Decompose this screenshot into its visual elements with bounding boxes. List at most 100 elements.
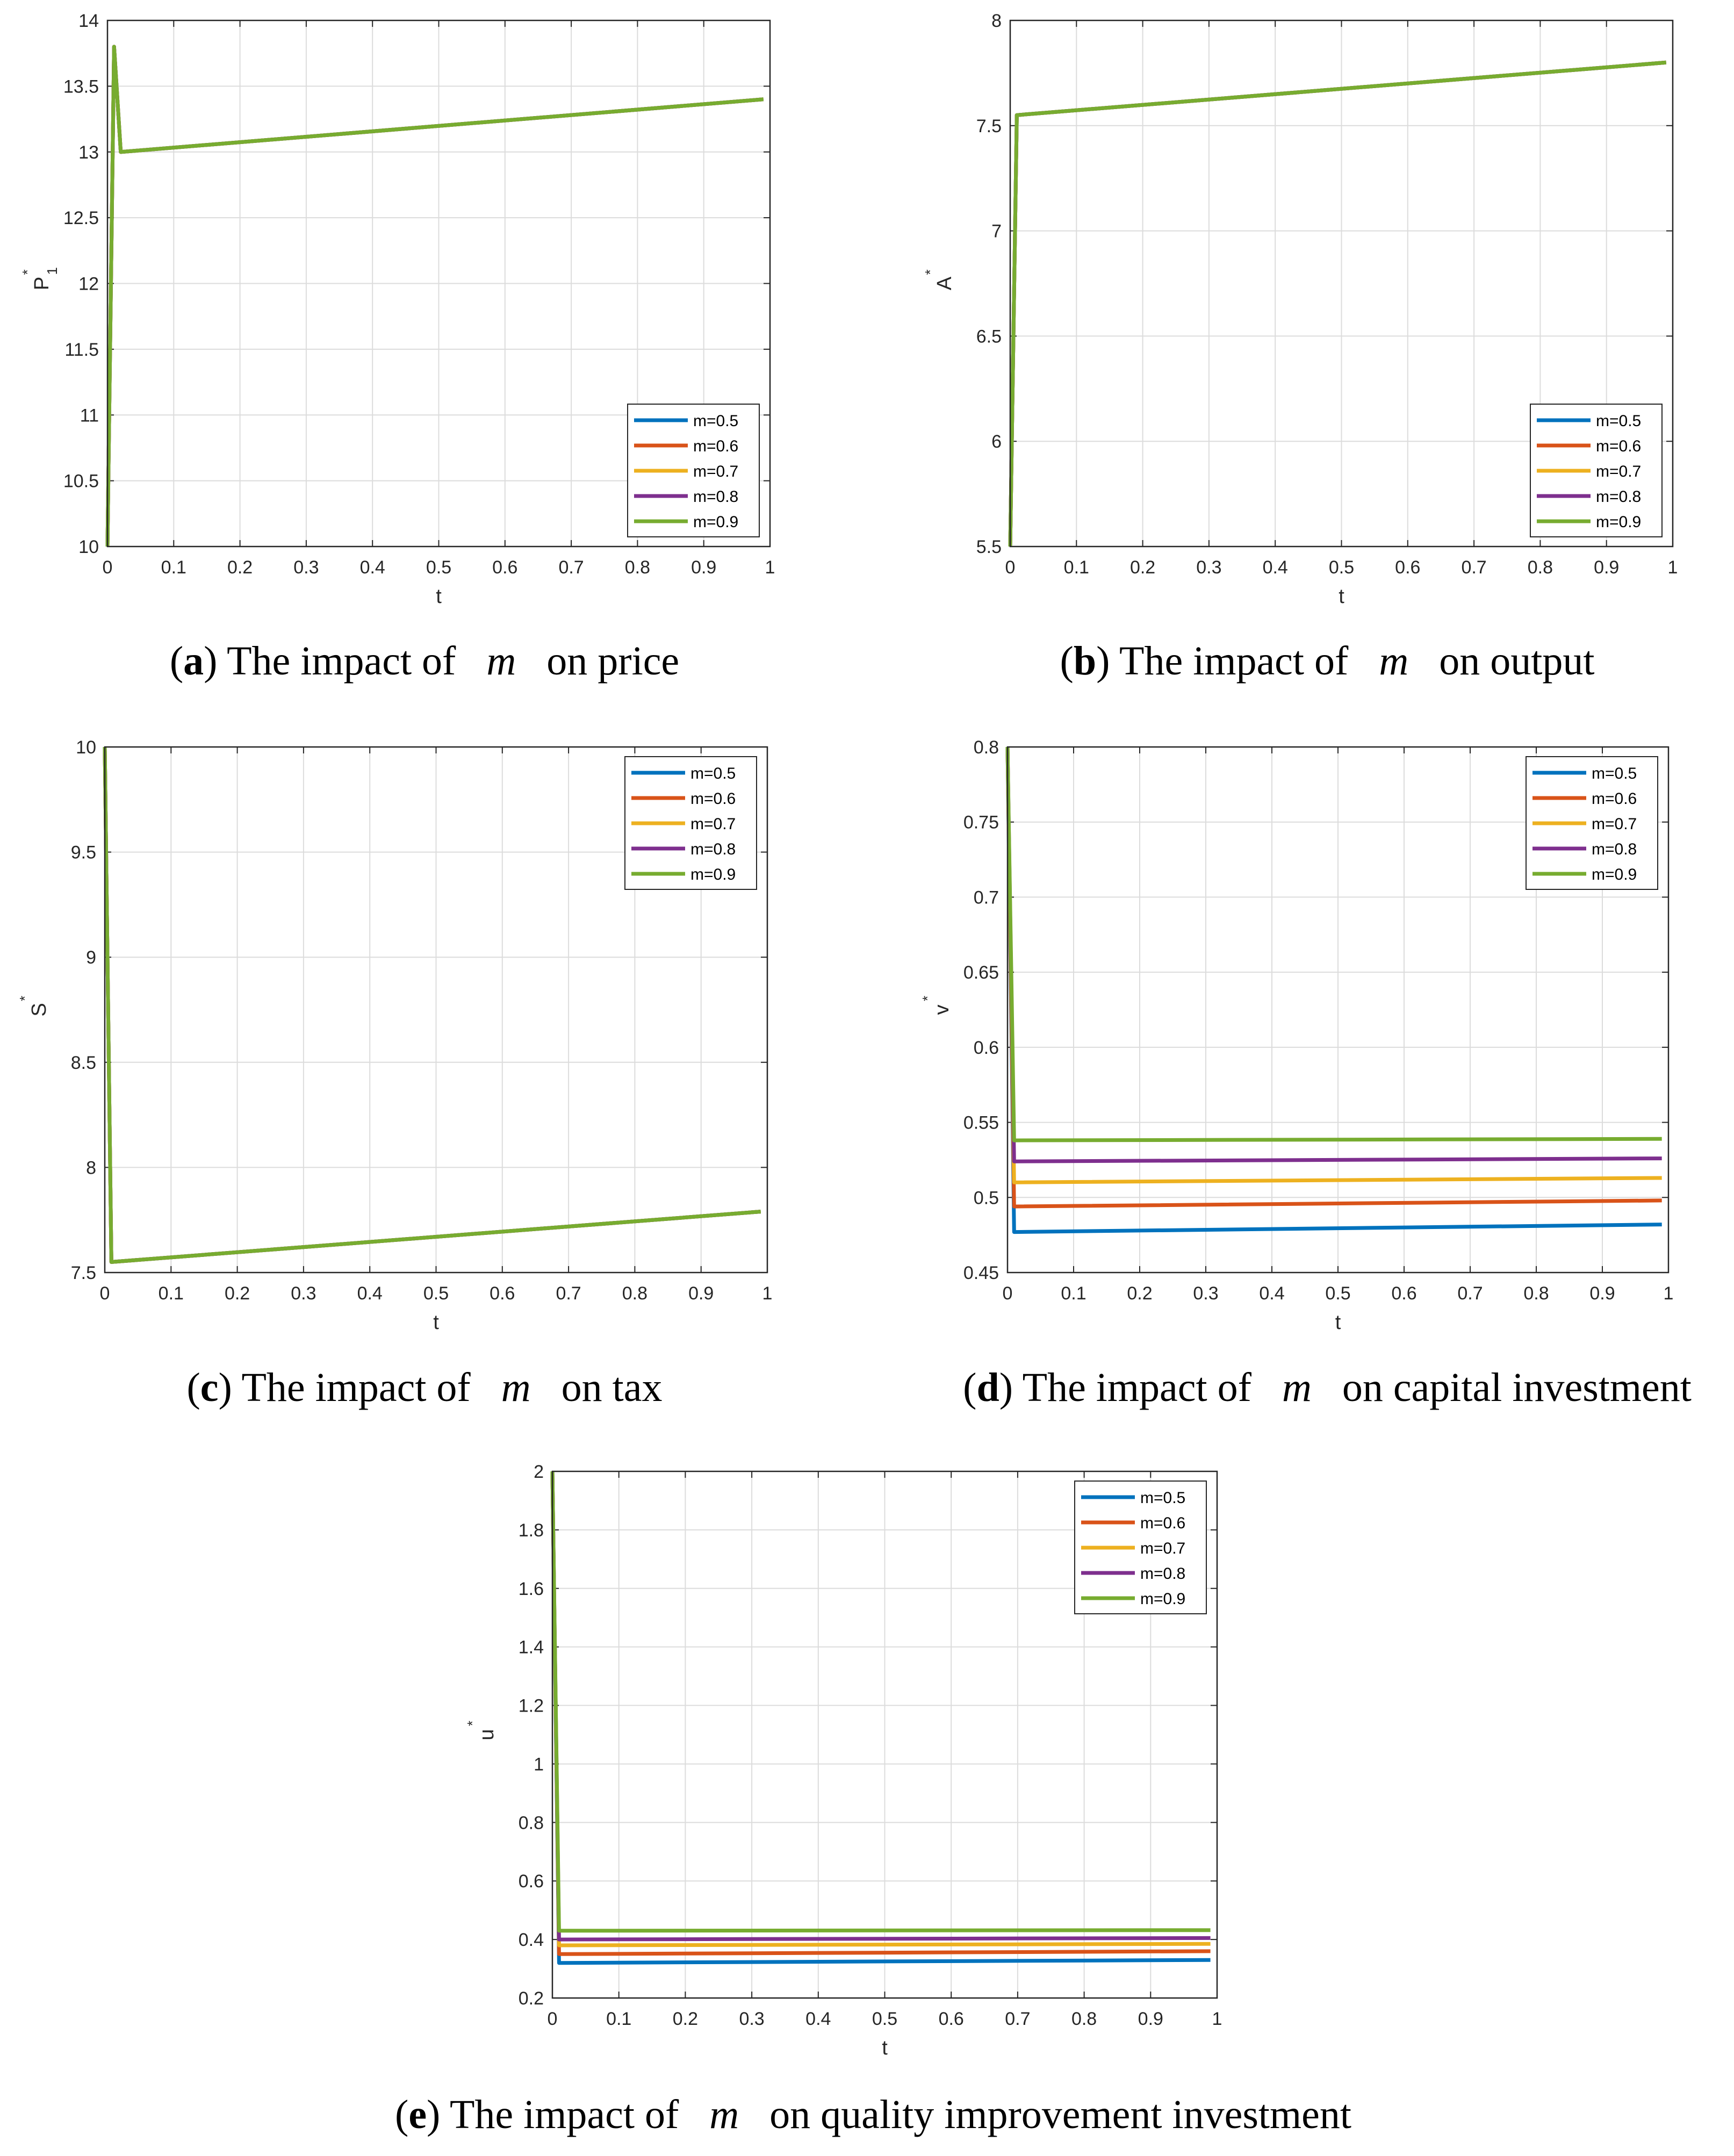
legend-label: m=0.5: [693, 412, 738, 430]
caption-a: (a) The impact of m on price: [170, 638, 679, 684]
legend-label: m=0.7: [1592, 815, 1637, 833]
y-axis-label-subscript: 1: [44, 267, 60, 275]
x-tick-label: 1: [1664, 1283, 1674, 1304]
series-line-m=0.9: [1005, 746, 1662, 1142]
x-tick-label: 1: [765, 557, 775, 578]
y-axis-label: P * 1: [19, 267, 60, 290]
x-tick-label: 0.5: [1329, 557, 1354, 578]
x-tick-label: 0.1: [161, 557, 186, 578]
x-tick-label: 0.4: [1259, 1283, 1284, 1304]
y-tick-label: 7.5: [71, 1263, 96, 1283]
x-tick-label: 0.9: [691, 557, 716, 578]
x-tick-label: 0.6: [939, 2009, 964, 2029]
y-tick-label: 0.6: [519, 1871, 544, 1892]
legend-label: m=0.5: [690, 765, 736, 782]
legend: m=0.5 m=0.6 m=0.7 m=0.8 m=0.9: [624, 756, 757, 890]
x-tick-label: 0.5: [426, 557, 451, 578]
x-tick-label: 0.5: [423, 1283, 449, 1304]
legend-label: m=0.5: [1596, 412, 1641, 430]
x-tick-label: 0.8: [1071, 2009, 1097, 2029]
y-tick-label: 1.8: [519, 1520, 544, 1541]
caption-d: (d) The impact of m on capital investmen…: [963, 1365, 1692, 1410]
y-tick-label: 1.2: [519, 1696, 544, 1716]
x-tick-label: 0.6: [490, 1283, 515, 1304]
y-tick-label: 13.5: [63, 76, 99, 97]
chart-e: 0 0.1 0.2 0.3 0.4 0.5 0.6 0.7 0.8 0.9 1 0.2 0.4 0.6 0.…: [464, 1462, 1222, 2059]
x-tick-label: 0.4: [360, 557, 385, 578]
y-tick-label: 1.4: [519, 1637, 544, 1658]
x-tick-label: 0.2: [1130, 557, 1155, 578]
y-tick-label: 5.5: [976, 537, 1002, 557]
x-tick-label: 0.7: [556, 1283, 581, 1304]
chart-d: 0 0.1 0.2 0.3 0.4 0.5 0.6 0.7 0.8 0.9 1 0.45 0.5 0.55…: [919, 737, 1673, 1334]
x-tick-label: 1: [1668, 557, 1678, 578]
legend-label: m=0.5: [1140, 1489, 1185, 1507]
x-tick-label: 0.4: [805, 2009, 831, 2029]
y-tick-label: 6: [991, 432, 1002, 452]
y-axis-label: u*: [464, 1721, 498, 1741]
x-tick-label: 0.2: [225, 1283, 250, 1304]
legend-label: m=0.6: [693, 437, 738, 455]
y-tick-label: 8: [86, 1158, 96, 1178]
y-axis-label-text: u: [476, 1729, 498, 1740]
x-tick-label: 0.9: [1138, 2009, 1163, 2029]
legend-label: m=0.8: [1596, 488, 1641, 506]
x-tick-label: 0: [1005, 557, 1016, 578]
y-tick-label: 1.6: [519, 1579, 544, 1599]
series-line-m=0.9: [1008, 60, 1666, 547]
legend: m=0.5 m=0.6 m=0.7 m=0.8 m=0.9: [1530, 404, 1663, 537]
y-tick-label: 0.7: [974, 887, 999, 908]
y-tick-label: 1: [534, 1754, 544, 1774]
y-tick-label: 13: [78, 142, 99, 163]
y-tick-label: 0.5: [974, 1188, 999, 1208]
y-tick-label: 0.6: [974, 1038, 999, 1058]
y-axis-label-superscript: *: [919, 996, 936, 1001]
y-axis-label-superscript: *: [17, 996, 33, 1001]
x-axis-label: t: [1335, 1311, 1341, 1334]
series-line-m=0.9: [105, 45, 764, 547]
plot-frame: [1009, 19, 1674, 548]
legend-label: m=0.7: [690, 815, 736, 833]
x-tick-label: 0.3: [739, 2009, 764, 2029]
legend-label: m=0.6: [690, 790, 736, 808]
y-axis-label: A*: [922, 269, 956, 290]
y-axis-label-text: A: [933, 276, 956, 290]
y-tick-label: 0.8: [519, 1813, 544, 1833]
x-tick-label: 0.1: [1064, 557, 1089, 578]
y-tick-label: 0.65: [963, 962, 999, 983]
x-tick-label: 0.8: [1528, 557, 1553, 578]
legend: m=0.5 m=0.6 m=0.7 m=0.8 m=0.9: [1526, 756, 1658, 890]
x-tick-label: 0.9: [1589, 1283, 1615, 1304]
x-axis-label: t: [436, 585, 442, 608]
legend-label: m=0.6: [1596, 437, 1641, 455]
legend-label: m=0.9: [1596, 513, 1641, 531]
legend-label: m=0.6: [1140, 1514, 1185, 1532]
x-tick-label: 0.7: [558, 557, 584, 578]
y-tick-label: 12: [78, 274, 99, 294]
x-tick-label: 0.1: [159, 1283, 184, 1304]
y-tick-label: 10: [78, 537, 99, 557]
y-tick-label: 9: [86, 947, 96, 968]
y-tick-label: 6.5: [976, 326, 1002, 347]
legend-label: m=0.8: [1140, 1565, 1185, 1583]
x-tick-label: 0.2: [1127, 1283, 1152, 1304]
x-tick-label: 0.3: [1193, 1283, 1218, 1304]
y-axis-label-superscript: *: [922, 269, 938, 275]
x-axis-label: t: [433, 1311, 439, 1334]
x-tick-label: 0.2: [673, 2009, 698, 2029]
x-tick-label: 0: [1003, 1283, 1013, 1304]
x-tick-label: 0: [103, 557, 113, 578]
chart-b: 0 0.1 0.2 0.3 0.4 0.5 0.6 0.7 0.8 0.9 1 5.5 6 6.5 7 7.5…: [922, 11, 1678, 608]
legend-label: m=0.7: [1596, 463, 1641, 480]
y-tick-label: 7: [991, 221, 1002, 242]
legend-label: m=0.5: [1592, 765, 1637, 782]
legend-label: m=0.7: [1140, 1540, 1185, 1557]
y-tick-label: 14: [78, 11, 99, 31]
legend-label: m=0.9: [690, 866, 736, 883]
x-tick-label: 0.5: [1325, 1283, 1350, 1304]
x-tick-label: 0.7: [1457, 1283, 1483, 1304]
x-tick-label: 0.9: [1594, 557, 1619, 578]
legend: m=0.5 m=0.6 m=0.7 m=0.8 m=0.9: [627, 404, 760, 537]
y-tick-label: 12.5: [63, 208, 99, 228]
